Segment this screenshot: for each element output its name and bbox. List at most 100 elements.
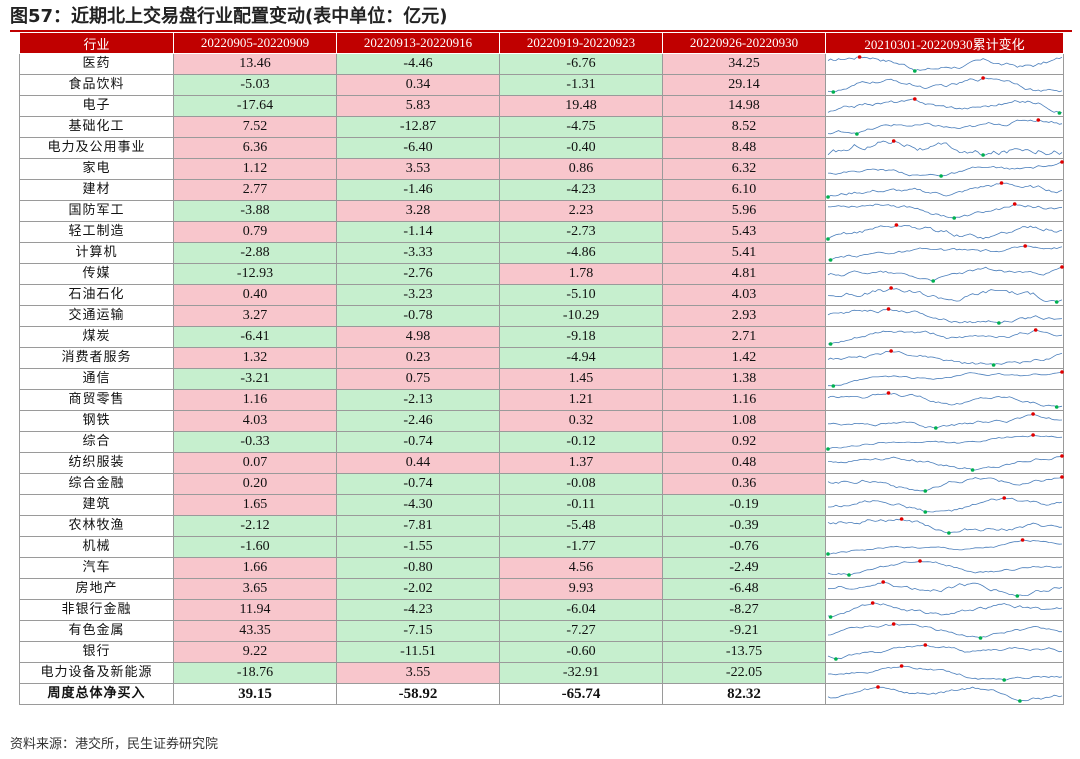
sparkline-min-marker xyxy=(939,174,943,178)
weekly-value: 4.81 xyxy=(662,263,826,285)
sparkline-path xyxy=(827,581,1063,597)
sparkline xyxy=(827,664,1063,682)
weekly-value: -4.94 xyxy=(499,347,663,369)
weekly-value: 1.12 xyxy=(173,158,337,180)
sparkline xyxy=(826,433,1063,451)
sparkline-max-marker xyxy=(999,181,1004,185)
sparkline-min-marker xyxy=(947,531,951,535)
trend-cell xyxy=(825,683,1064,705)
weekly-value: -2.02 xyxy=(336,578,500,600)
sparkline-min-marker xyxy=(931,279,935,283)
sparkline xyxy=(827,265,1064,283)
weekly-value: 6.36 xyxy=(173,137,337,159)
sparkline-min-marker xyxy=(831,90,836,94)
weekly-value: -6.04 xyxy=(499,599,663,621)
table-row: 食品饮料 -5.03 0.34 -1.31 29.14 xyxy=(19,74,1064,96)
sparkline-min-marker xyxy=(991,363,996,367)
sparkline-path xyxy=(827,266,1063,282)
industry-name: 有色金属 xyxy=(19,620,174,642)
industry-name: 电力及公用事业 xyxy=(19,137,174,159)
weekly-value: 3.55 xyxy=(336,662,500,684)
weekly-value: 0.34 xyxy=(336,74,500,96)
sparkline xyxy=(827,286,1063,304)
weekly-value: 1.08 xyxy=(662,410,826,432)
total-value: -58.92 xyxy=(336,683,500,705)
weekly-value: -0.80 xyxy=(336,557,500,579)
weekly-value: 0.92 xyxy=(662,431,826,453)
weekly-value: -22.05 xyxy=(662,662,826,684)
sparkline-max-marker xyxy=(1033,328,1038,332)
sparkline-max-marker xyxy=(1002,496,1006,500)
trend-cell xyxy=(825,620,1064,642)
weekly-value: -2.49 xyxy=(662,557,826,579)
weekly-value: 3.27 xyxy=(173,305,337,327)
sparkline-min-marker xyxy=(1002,678,1006,682)
sparkline xyxy=(827,391,1063,409)
industry-name: 钢铁 xyxy=(19,410,174,432)
trend-cell xyxy=(825,158,1064,180)
weekly-value: -12.87 xyxy=(336,116,500,138)
weekly-value: -17.64 xyxy=(173,95,337,117)
sparkline-max-marker xyxy=(1020,538,1025,542)
sparkline-path xyxy=(827,644,1063,660)
sparkline-min-marker xyxy=(828,258,833,262)
trend-cell xyxy=(825,326,1064,348)
sparkline-max-marker xyxy=(1031,433,1035,437)
weekly-value: -0.76 xyxy=(662,536,826,558)
table-row: 综合金融 0.20 -0.74 -0.08 0.36 xyxy=(19,473,1064,495)
header-week-4: 20220926-20220930 xyxy=(662,32,826,54)
weekly-value: 19.48 xyxy=(499,95,663,117)
sparkline-path xyxy=(827,182,1063,198)
sparkline-max-marker xyxy=(1012,202,1017,206)
industry-name: 医药 xyxy=(19,53,174,75)
sparkline-path xyxy=(827,476,1063,492)
sparkline-max-marker xyxy=(899,517,904,521)
trend-cell xyxy=(825,599,1064,621)
trend-cell xyxy=(825,347,1064,369)
sparkline-min-marker xyxy=(1015,594,1020,598)
weekly-value: -2.88 xyxy=(173,242,337,264)
weekly-value: -2.12 xyxy=(173,515,337,537)
weekly-value: 5.41 xyxy=(662,242,826,264)
sparkline-max-marker xyxy=(981,76,985,80)
weekly-value: -4.86 xyxy=(499,242,663,264)
sparkline-min-marker xyxy=(834,657,838,661)
weekly-value: 3.28 xyxy=(336,200,500,222)
industry-name: 传媒 xyxy=(19,263,174,285)
weekly-value: 3.65 xyxy=(173,578,337,600)
weekly-value: 7.52 xyxy=(173,116,337,138)
trend-cell xyxy=(825,116,1064,138)
weekly-value: 13.46 xyxy=(173,53,337,75)
sparkline-max-marker xyxy=(881,580,885,584)
weekly-value: -4.46 xyxy=(336,53,500,75)
industry-name: 综合 xyxy=(19,431,174,453)
weekly-value: -0.40 xyxy=(499,137,663,159)
weekly-value: 0.36 xyxy=(662,473,826,495)
weekly-value: 4.98 xyxy=(336,326,500,348)
industry-name: 汽车 xyxy=(19,557,174,579)
sparkline xyxy=(828,454,1064,472)
industry-name: 银行 xyxy=(19,641,174,663)
weekly-value: 1.38 xyxy=(662,368,826,390)
table-row: 综合 -0.33 -0.74 -0.12 0.92 xyxy=(19,431,1064,453)
table-row: 煤炭 -6.41 4.98 -9.18 2.71 xyxy=(19,326,1064,348)
trend-cell xyxy=(825,221,1064,243)
sparkline-max-marker xyxy=(857,55,862,59)
sparkline-min-marker xyxy=(1054,405,1059,409)
sparkline-min-marker xyxy=(934,426,938,430)
trend-cell xyxy=(825,515,1064,537)
weekly-value: -2.46 xyxy=(336,410,500,432)
trend-cell xyxy=(825,368,1064,390)
weekly-value: -0.74 xyxy=(336,431,500,453)
industry-name: 电子 xyxy=(19,95,174,117)
weekly-value: -5.03 xyxy=(173,74,337,96)
table-row: 轻工制造 0.79 -1.14 -2.73 5.43 xyxy=(19,221,1064,243)
sparkline-path xyxy=(827,56,1063,72)
header-week-2: 20220913-20220916 xyxy=(336,32,500,54)
sparkline-max-marker xyxy=(894,223,899,227)
header-row: 行业 20220905-20220909 20220913-20220916 2… xyxy=(19,32,1064,54)
sparkline-min-marker xyxy=(828,615,833,619)
weekly-value: -0.60 xyxy=(499,641,663,663)
sparkline-path xyxy=(828,455,1063,471)
industry-name: 综合金融 xyxy=(19,473,174,495)
